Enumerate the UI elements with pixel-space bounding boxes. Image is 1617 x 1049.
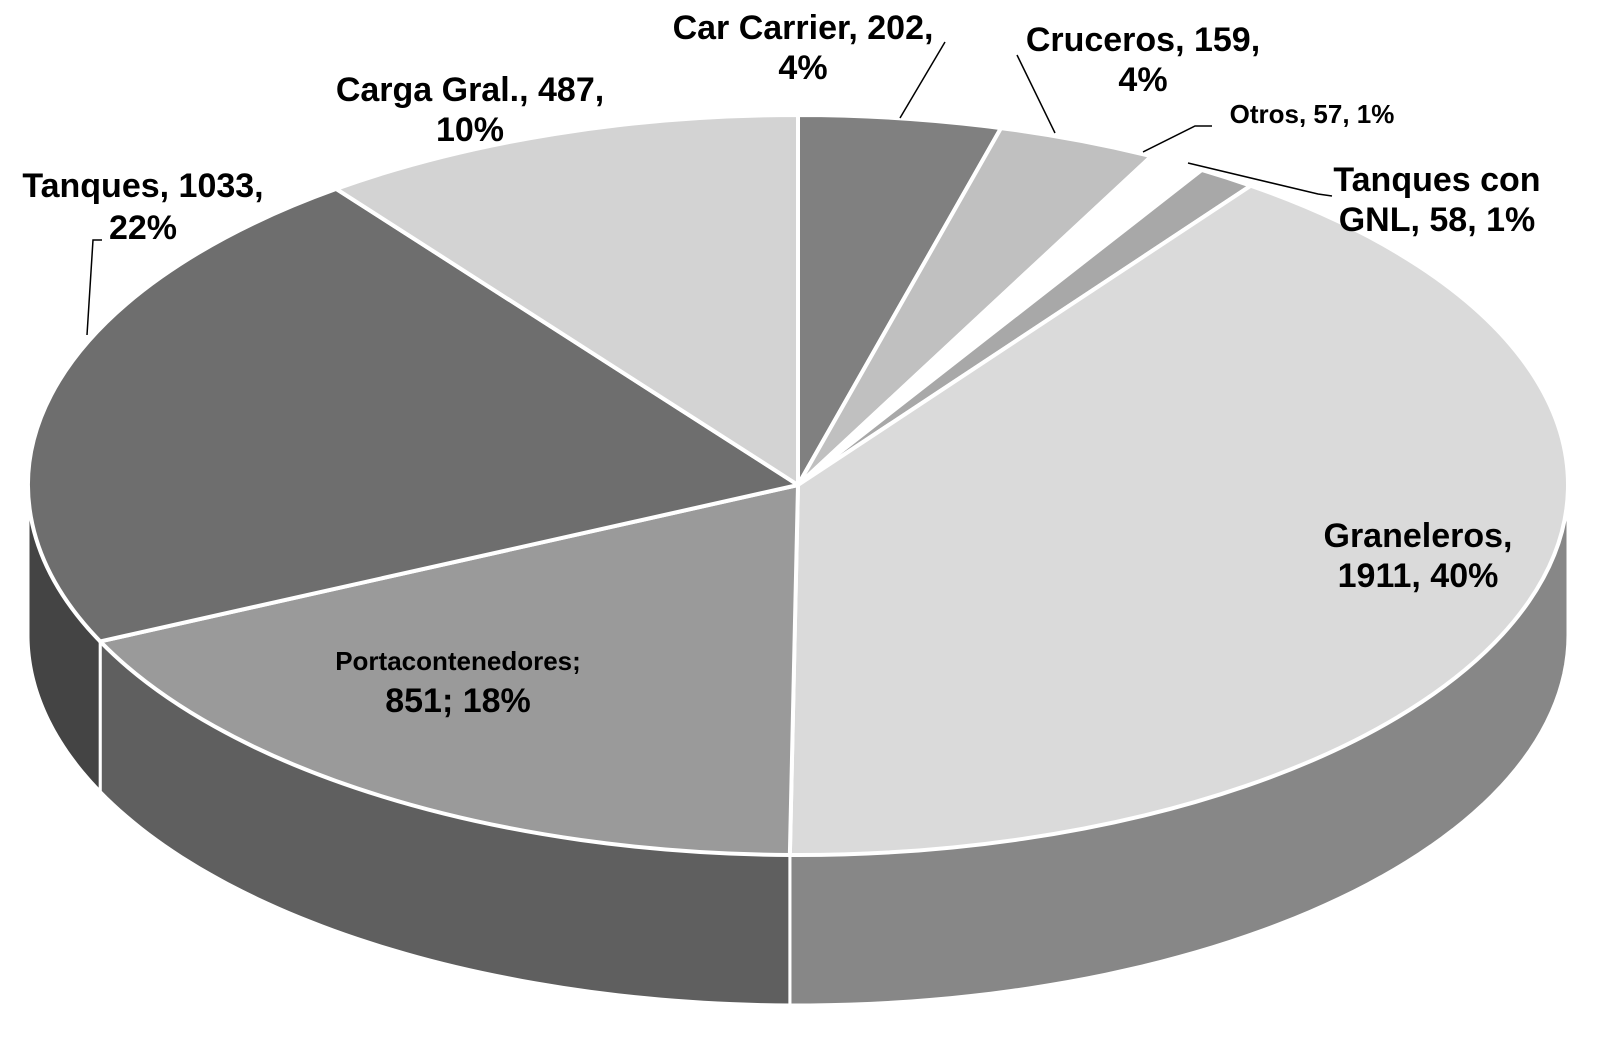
data-label: Tanques con (1333, 161, 1540, 199)
data-label: Cruceros, 159, (1026, 21, 1260, 59)
data-label: Carga Gral., 487, (336, 71, 604, 109)
leader-line (899, 41, 946, 119)
data-label: 851; 18% (385, 682, 531, 720)
data-label: 4% (1118, 61, 1167, 99)
slice (334, 113, 800, 487)
leader-line (86, 239, 102, 336)
data-label: 10% (436, 111, 504, 149)
leader-line (1187, 162, 1333, 197)
slice (98, 483, 800, 857)
data-label: 22% (109, 209, 177, 247)
data-label: Portacontenedores; (335, 646, 581, 676)
data-label: Otros, 57, 1% (1230, 99, 1395, 129)
leader-line (1142, 125, 1212, 153)
data-labels: Car Carrier, 202, 4% Cruceros, 159, 4% O… (22, 9, 1540, 720)
data-label: 1911, 40% (1338, 557, 1499, 595)
data-label: Graneleros, (1324, 517, 1513, 555)
data-label: GNL, 58, 1% (1339, 201, 1536, 239)
data-label: Car Carrier, 202, (673, 9, 934, 47)
leader-line (1016, 54, 1056, 134)
data-label: 4% (778, 49, 827, 87)
slice (787, 183, 1570, 857)
leader-lines (86, 41, 1333, 336)
data-label: Tanques, 1033, (22, 167, 263, 205)
pie (26, 113, 1570, 1007)
slice (26, 186, 800, 644)
